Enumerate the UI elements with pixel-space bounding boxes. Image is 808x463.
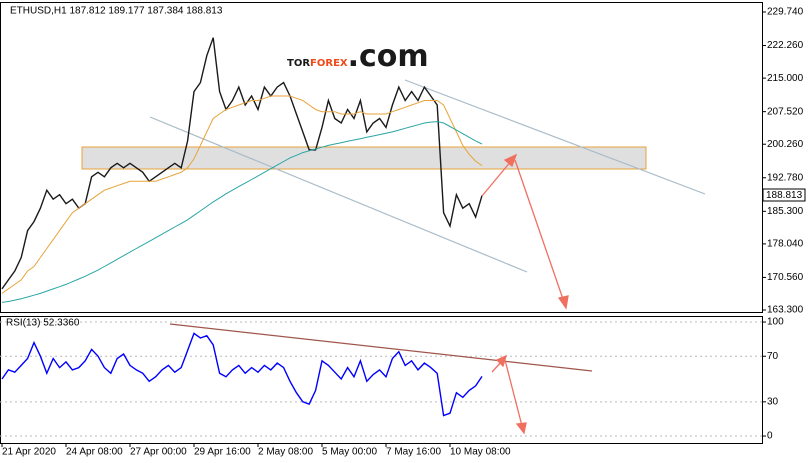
y-tick-label: 185.300 (767, 206, 804, 217)
x-tick-label: 5 May 00:00 (322, 447, 377, 458)
y-tick-label: 163.300 (767, 305, 804, 316)
y-tick-label: 192.780 (767, 172, 804, 183)
y-tick-label: 229.740 (767, 7, 804, 18)
x-tick-label: 24 Apr 08:00 (66, 447, 123, 458)
y-tick-label: 222.260 (767, 40, 804, 51)
x-tick-label: 7 May 16:00 (386, 447, 441, 458)
last-price-label: 188.813 (766, 190, 803, 201)
y-tick-label: 215.000 (767, 73, 804, 84)
rsi-frame (0, 316, 763, 444)
last-price-box (762, 188, 806, 202)
y-tick-label: 0 (767, 431, 773, 442)
y-tick-label: 170.560 (767, 272, 804, 283)
trend-line (149, 116, 528, 273)
logo-part: FOREX (310, 58, 348, 69)
y-tick-label: 178.040 (767, 239, 804, 250)
y-tick-label: 200.260 (767, 139, 804, 150)
x-tick-label: 29 Apr 16:00 (194, 447, 251, 458)
logo: TORFOREX.com (287, 39, 429, 74)
y-tick-label: 70 (767, 351, 779, 362)
trend-line (404, 79, 706, 195)
chart-header: ETHUSD,H1 187.812 189.177 187.384 188.81… (10, 6, 223, 17)
resistance-zone (81, 146, 647, 170)
x-tick-label: 27 Apr 00:00 (130, 447, 187, 458)
rsi-header: RSI(13) 52.3360 (6, 318, 80, 329)
logo-part: .com (348, 39, 429, 74)
x-tick-label: 2 May 08:00 (258, 447, 313, 458)
y-tick-label: 100 (767, 317, 784, 328)
x-tick-label: 21 Apr 2020 (2, 447, 56, 458)
logo-part: TOR (287, 58, 310, 69)
x-tick-label: 10 May 08:00 (450, 447, 511, 458)
series-line (1, 95, 483, 294)
rsi-trend-line (169, 323, 593, 372)
y-tick-label: 30 (767, 396, 779, 407)
forecast-arrows (481, 153, 569, 435)
series-line (1, 332, 483, 417)
y-tick-label: 207.520 (767, 106, 804, 117)
main-frame (0, 2, 763, 313)
series-line (1, 121, 483, 303)
